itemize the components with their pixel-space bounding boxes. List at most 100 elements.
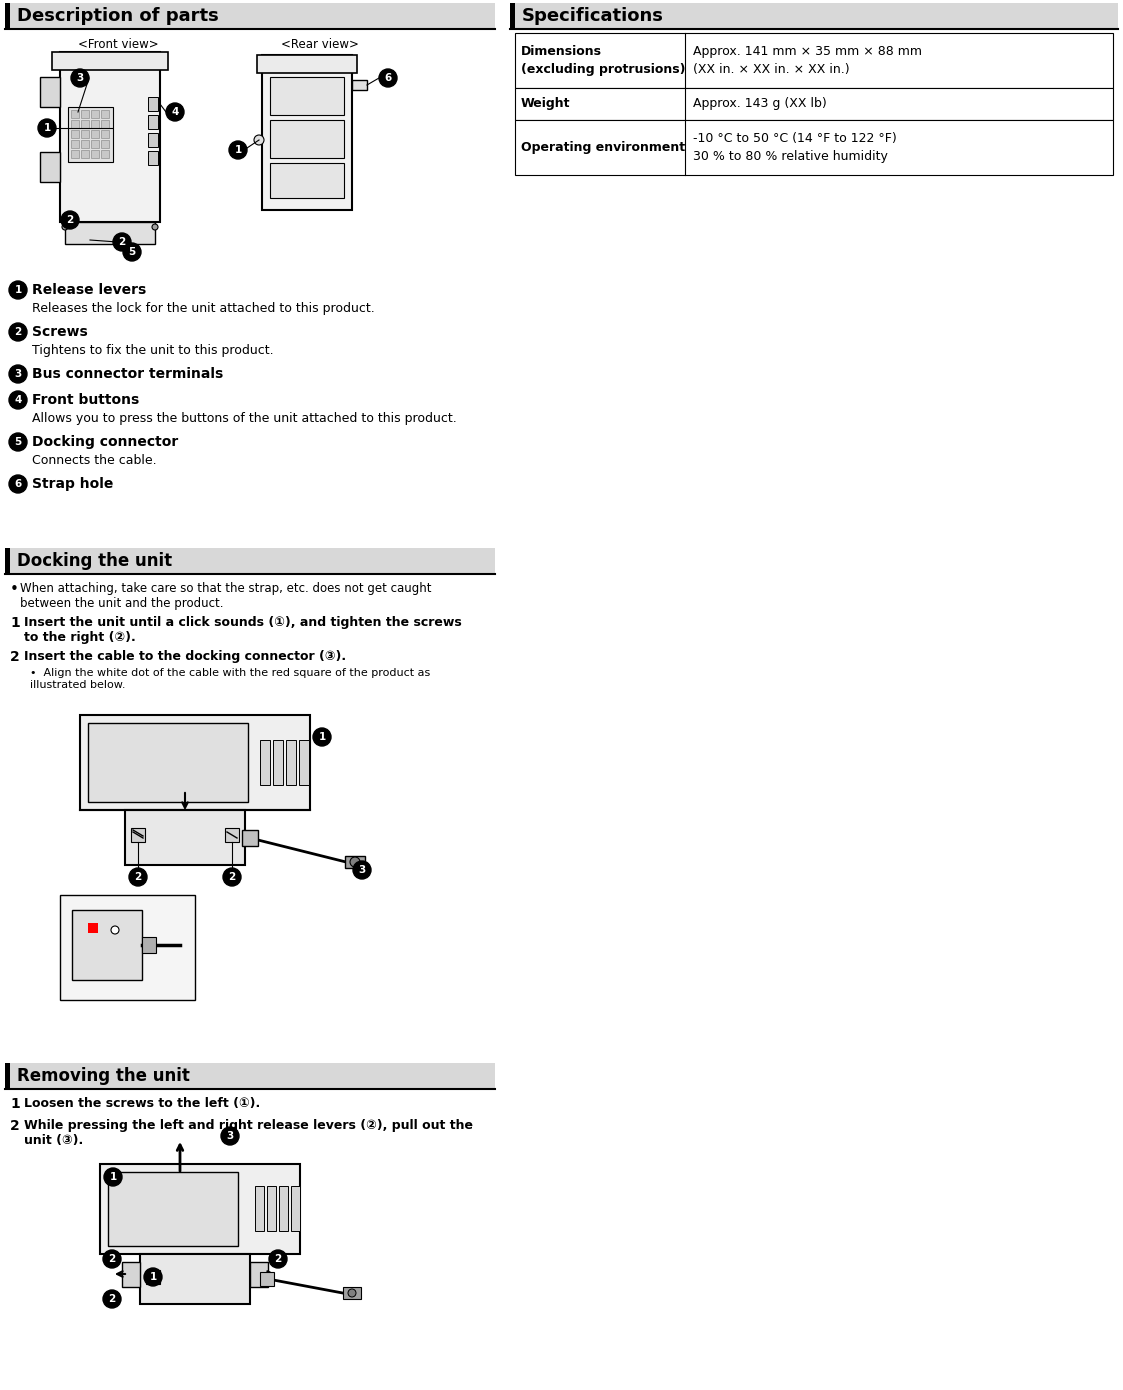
Bar	[225, 828, 239, 842]
Text: 3: 3	[227, 1131, 234, 1141]
Bar	[273, 739, 283, 785]
Bar	[71, 120, 79, 128]
Circle shape	[9, 475, 27, 493]
Bar	[88, 923, 98, 933]
Circle shape	[62, 224, 69, 229]
Text: 2: 2	[66, 215, 74, 225]
Text: Approx. 143 g (XX lb): Approx. 143 g (XX lb)	[693, 97, 827, 110]
Bar	[69, 107, 113, 163]
Bar	[515, 120, 1113, 175]
Bar	[125, 810, 245, 865]
Bar	[515, 88, 1113, 120]
Bar	[72, 910, 141, 980]
Bar	[510, 3, 515, 29]
Bar	[88, 723, 248, 802]
Text: Docking the unit: Docking the unit	[17, 552, 172, 570]
Bar	[101, 140, 109, 147]
Circle shape	[221, 1127, 239, 1145]
Text: •: •	[10, 582, 19, 596]
Circle shape	[104, 1168, 122, 1186]
Text: Release levers: Release levers	[31, 284, 146, 297]
Bar	[345, 856, 365, 867]
Bar	[257, 56, 357, 74]
Bar	[261, 1272, 274, 1286]
Bar	[148, 115, 158, 129]
Bar	[270, 163, 344, 197]
Text: 2: 2	[10, 651, 20, 664]
Circle shape	[103, 1290, 121, 1308]
Bar	[270, 120, 344, 158]
Bar	[262, 56, 351, 210]
Text: Allows you to press the buttons of the unit attached to this product.: Allows you to press the buttons of the u…	[31, 411, 457, 425]
Circle shape	[378, 70, 398, 88]
Bar	[351, 81, 367, 90]
Bar	[4, 1063, 10, 1088]
Bar	[510, 3, 1119, 29]
Circle shape	[166, 103, 184, 121]
Text: Dimensions: Dimensions	[521, 44, 602, 58]
Bar	[65, 222, 155, 245]
Bar	[81, 150, 89, 158]
Bar	[140, 1254, 250, 1304]
Bar	[71, 150, 79, 158]
Bar	[91, 110, 99, 118]
Text: 6: 6	[384, 74, 392, 83]
Circle shape	[270, 1250, 287, 1268]
Circle shape	[124, 243, 141, 261]
Text: <Front view>: <Front view>	[77, 38, 158, 51]
Text: •  Align the white dot of the cable with the red square of the product as
illust: • Align the white dot of the cable with …	[30, 669, 430, 689]
Text: 2: 2	[15, 327, 21, 336]
Text: Strap hole: Strap hole	[31, 477, 113, 491]
Text: 2: 2	[135, 872, 141, 883]
Circle shape	[254, 135, 264, 145]
Text: Approx. 141 mm × 35 mm × 88 mm: Approx. 141 mm × 35 mm × 88 mm	[693, 44, 922, 58]
Text: While pressing the left and right release levers (②), pull out the
unit (③).: While pressing the left and right releas…	[24, 1119, 473, 1147]
Circle shape	[9, 434, 27, 450]
Text: 6: 6	[15, 480, 21, 489]
Circle shape	[129, 867, 147, 885]
Bar	[81, 131, 89, 138]
Bar	[91, 150, 99, 158]
Text: 1: 1	[10, 1097, 20, 1111]
Text: 2: 2	[10, 1119, 20, 1133]
Text: 2: 2	[228, 872, 236, 883]
Bar	[255, 1186, 264, 1232]
Bar	[81, 120, 89, 128]
Bar	[148, 133, 158, 147]
Bar	[148, 152, 158, 165]
Bar	[146, 1270, 159, 1284]
Bar	[515, 33, 1113, 88]
Text: 5: 5	[128, 247, 136, 257]
Circle shape	[144, 1268, 162, 1286]
Bar	[4, 3, 10, 29]
Bar	[343, 1287, 360, 1300]
Text: 2: 2	[109, 1294, 116, 1304]
Text: Front buttons: Front buttons	[31, 393, 139, 407]
Text: Insert the unit until a click sounds (①), and tighten the screws
to the right (②: Insert the unit until a click sounds (①)…	[24, 616, 462, 644]
Text: 3: 3	[76, 74, 83, 83]
Text: 1: 1	[15, 285, 21, 295]
Bar	[91, 120, 99, 128]
Bar	[71, 140, 79, 147]
Text: 3: 3	[358, 865, 366, 874]
Text: Docking connector: Docking connector	[31, 435, 179, 449]
Bar	[71, 131, 79, 138]
Text: (XX in. × XX in. × XX in.): (XX in. × XX in. × XX in.)	[693, 63, 850, 76]
Text: Specifications: Specifications	[522, 7, 664, 25]
Text: 1: 1	[149, 1272, 156, 1282]
Text: Tightens to fix the unit to this product.: Tightens to fix the unit to this product…	[31, 343, 274, 357]
Circle shape	[353, 860, 371, 878]
Bar	[122, 1262, 140, 1287]
Bar	[40, 152, 60, 182]
Bar	[91, 140, 99, 147]
Bar	[241, 830, 258, 847]
Circle shape	[350, 858, 360, 867]
Text: 1: 1	[319, 733, 326, 742]
Bar	[141, 937, 156, 954]
Text: Description of parts: Description of parts	[17, 7, 219, 25]
Circle shape	[9, 322, 27, 341]
Circle shape	[223, 867, 241, 885]
Text: 3: 3	[15, 368, 21, 379]
Circle shape	[61, 211, 79, 229]
Bar	[131, 828, 145, 842]
